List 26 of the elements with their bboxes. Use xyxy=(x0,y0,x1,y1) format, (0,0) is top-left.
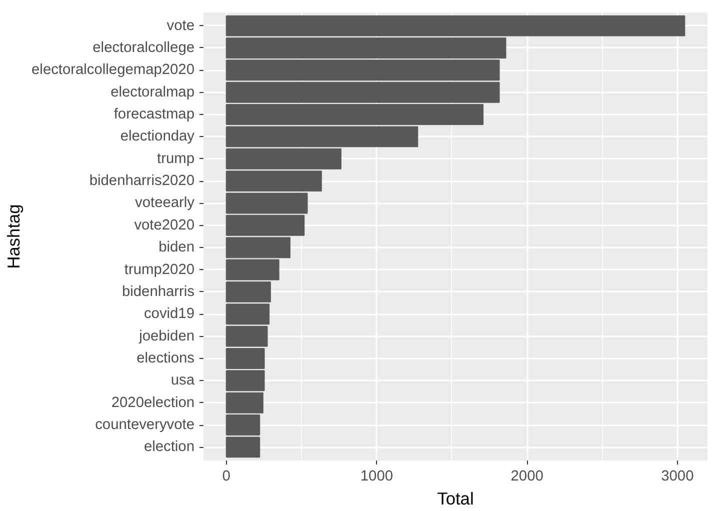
y-tick-label: voteearly xyxy=(135,195,196,212)
y-tick-label: electoralmap xyxy=(110,84,195,100)
y-tick-label: trump xyxy=(157,150,195,167)
y-tick-label: trump2020 xyxy=(124,262,195,278)
x-tick-label: 2000 xyxy=(510,468,544,484)
y-tick-label: biden xyxy=(158,240,195,256)
y-tick-label: electionday xyxy=(120,128,196,145)
y-tick-label: 2020election xyxy=(111,394,195,411)
y-tick-label: elections xyxy=(136,350,195,366)
y-tick-label: vote xyxy=(166,18,194,34)
y-tick-label: bidenharris xyxy=(122,284,195,300)
y-tick-label: electoralcollegemap2020 xyxy=(32,62,195,78)
x-tick-label: 1000 xyxy=(360,468,394,484)
y-tick-label: election xyxy=(144,439,195,456)
x-tick-label: 3000 xyxy=(661,468,694,484)
y-tick-label: forecastmap xyxy=(114,106,195,123)
y-tick-label: counteveryvote xyxy=(95,417,195,434)
y-tick-label: usa xyxy=(170,372,196,389)
y-tick-label: bidenharris2020 xyxy=(89,173,195,190)
x-tick-label: 0 xyxy=(222,468,230,484)
y-tick-label: vote2020 xyxy=(134,217,195,234)
y-tick-label: covid19 xyxy=(144,306,195,322)
y-axis-title: Hashtag xyxy=(4,204,24,269)
y-tick-label: electoralcollege xyxy=(92,40,194,56)
y-tick-label: joebiden xyxy=(138,328,195,344)
x-axis-title: Total xyxy=(437,488,474,508)
